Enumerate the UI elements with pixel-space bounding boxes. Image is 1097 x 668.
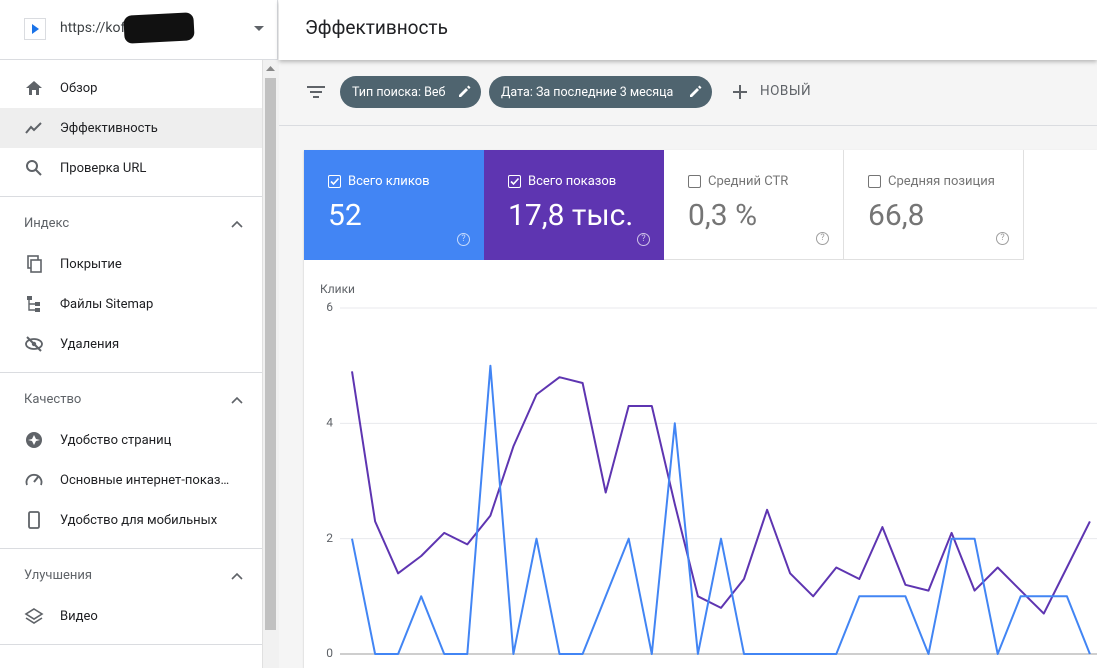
collapse-icon[interactable] bbox=[230, 572, 244, 580]
nav-icon bbox=[26, 160, 42, 176]
property-url: https://kofe bbox=[60, 20, 133, 36]
y-tick-label: 0 bbox=[326, 646, 333, 660]
help-icon[interactable]: ? bbox=[457, 233, 470, 246]
property-icon bbox=[24, 18, 46, 40]
edit-icon bbox=[690, 85, 702, 97]
nav-icon bbox=[25, 473, 43, 486]
redaction bbox=[123, 12, 195, 44]
metric-card[interactable]: Всего кликов 52? bbox=[304, 150, 484, 260]
metric-label: Всего кликов bbox=[348, 174, 430, 189]
nav-item[interactable]: Удаления bbox=[0, 324, 262, 364]
metric-card[interactable]: Средний CTR 0,3 %? bbox=[664, 150, 844, 260]
nav-icon bbox=[25, 336, 43, 352]
metric-value: 17,8 тыс. bbox=[508, 198, 634, 233]
nav-icon bbox=[26, 432, 42, 448]
divider bbox=[0, 196, 262, 197]
divider bbox=[0, 372, 262, 373]
nav-icon bbox=[25, 122, 42, 134]
plus-icon bbox=[733, 85, 747, 99]
dropdown-arrow bbox=[254, 26, 264, 31]
series-line bbox=[351, 371, 1091, 615]
checkbox[interactable] bbox=[328, 175, 341, 188]
checkbox[interactable] bbox=[508, 175, 521, 188]
help-icon[interactable]: ? bbox=[996, 232, 1009, 245]
metric-label: Средняя позиция bbox=[888, 174, 995, 189]
nav-item[interactable]: Обзор bbox=[0, 68, 262, 108]
y-axis-label: Клики bbox=[320, 282, 355, 296]
edit-icon bbox=[459, 85, 471, 97]
chart: Клики 0 2 4 6 bbox=[320, 282, 1097, 660]
header bbox=[279, 0, 1097, 60]
nav-icon bbox=[27, 255, 42, 273]
section-title[interactable]: Улучшения bbox=[24, 568, 93, 583]
filter-chip[interactable]: Тип поиска: Веб bbox=[340, 76, 481, 108]
check-mark bbox=[510, 177, 520, 186]
section-title[interactable]: Качество bbox=[24, 392, 82, 407]
nav-item[interactable]: Проверка URL bbox=[0, 148, 262, 188]
nav-item[interactable]: Файлы Sitemap bbox=[0, 284, 262, 324]
nav-icon bbox=[24, 608, 44, 624]
section-title[interactable]: Индекс bbox=[24, 216, 70, 231]
y-tick-label: 4 bbox=[326, 416, 333, 430]
y-tick-label: 6 bbox=[326, 300, 333, 314]
check-mark bbox=[330, 177, 340, 186]
scroll-up bbox=[266, 66, 275, 71]
series-line bbox=[351, 364, 1091, 655]
y-tick-label: 2 bbox=[326, 531, 333, 545]
nav-item[interactable]: Удобство для мобильных bbox=[0, 500, 262, 540]
metric-label: Всего показов bbox=[528, 174, 617, 189]
property-selector[interactable]: https://kofe bbox=[0, 0, 278, 60]
help-icon[interactable]: ? bbox=[816, 232, 829, 245]
nav-item[interactable]: Основные интернет-показ… bbox=[0, 460, 262, 500]
scrollbar-thumb[interactable] bbox=[265, 78, 276, 630]
nav-item[interactable]: Эффективность bbox=[0, 108, 262, 148]
metric-value: 52 bbox=[328, 198, 362, 233]
checkbox[interactable] bbox=[868, 175, 881, 188]
nav-icon bbox=[28, 511, 40, 529]
nav-icon bbox=[26, 81, 42, 95]
filter-chip[interactable]: Дата: За последние 3 месяца bbox=[489, 76, 712, 108]
page-title: Эффективность bbox=[305, 16, 448, 39]
metric-value: 66,8 bbox=[868, 198, 925, 233]
collapse-icon[interactable] bbox=[230, 396, 244, 404]
nav-item[interactable]: Покрытие bbox=[0, 244, 262, 284]
nav-item[interactable]: Видео bbox=[0, 596, 262, 636]
new-filter-button[interactable]: НОВЫЙ bbox=[760, 83, 812, 99]
collapse-icon[interactable] bbox=[230, 220, 244, 228]
metric-card[interactable]: Всего показов 17,8 тыс.? bbox=[484, 150, 664, 260]
metric-label: Средний CTR bbox=[708, 174, 789, 189]
divider bbox=[0, 548, 262, 549]
checkbox[interactable] bbox=[688, 175, 701, 188]
nav-icon bbox=[27, 296, 40, 312]
nav-item[interactable]: Удобство страниц bbox=[0, 420, 262, 460]
metric-card[interactable]: Средняя позиция 66,8? bbox=[844, 150, 1024, 260]
divider bbox=[0, 644, 262, 645]
filter-icon[interactable] bbox=[306, 84, 326, 100]
help-icon[interactable]: ? bbox=[637, 233, 650, 246]
metric-value: 0,3 % bbox=[688, 198, 758, 233]
